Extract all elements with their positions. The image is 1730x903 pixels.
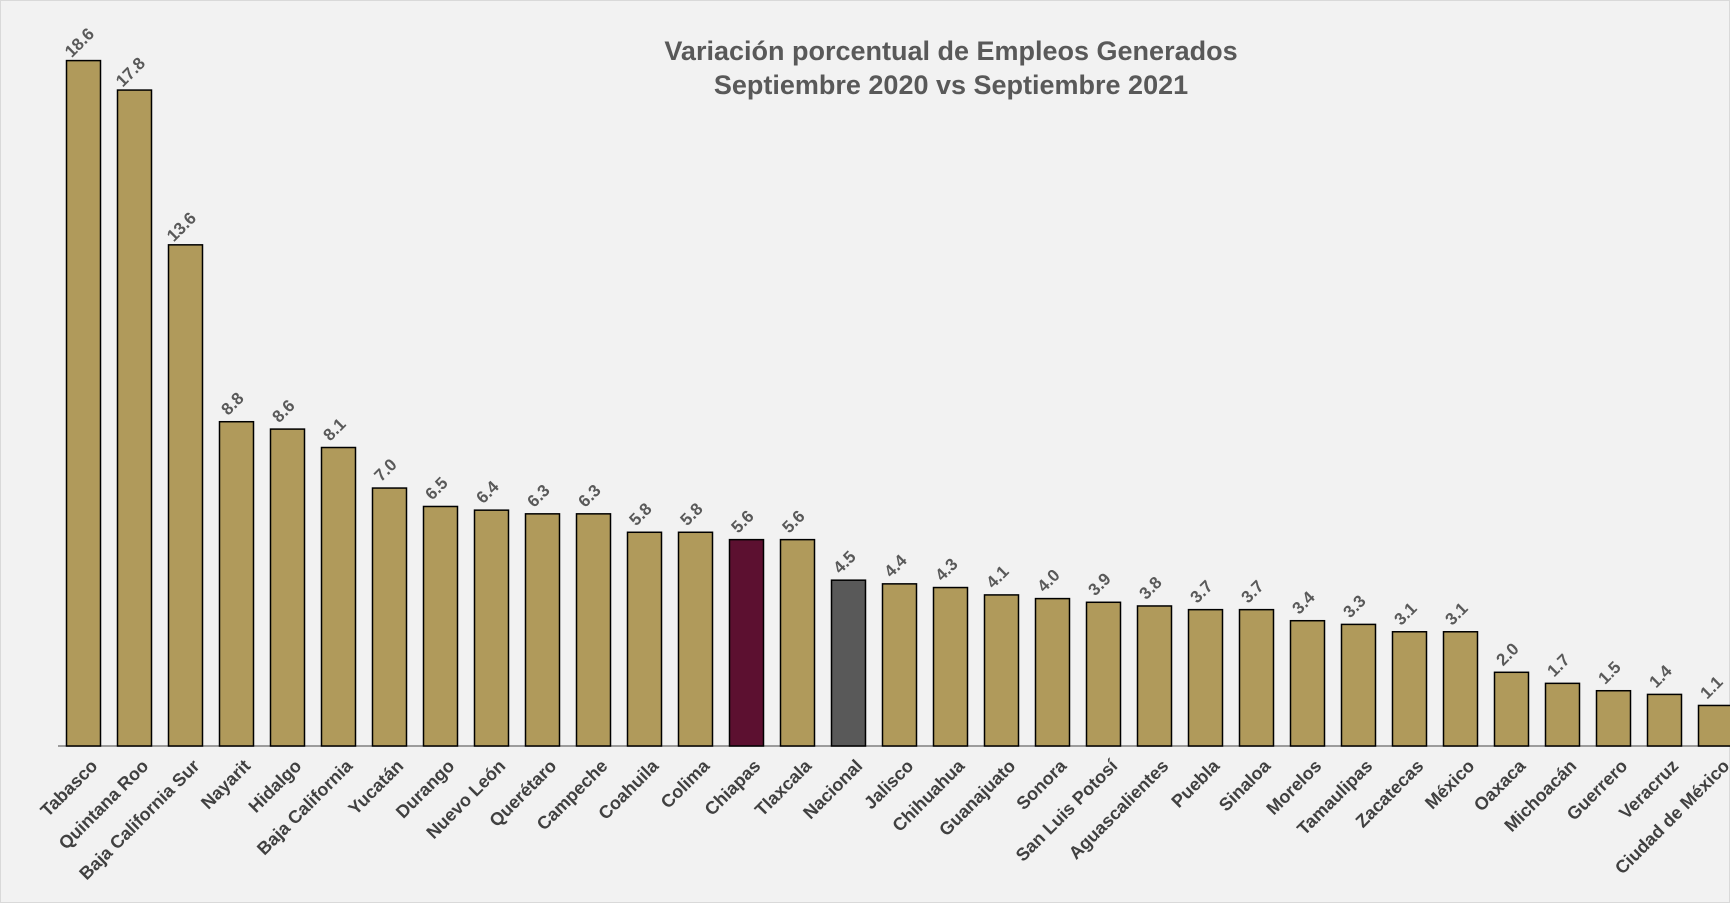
bar [422, 505, 459, 747]
bar [1391, 631, 1428, 747]
bar [1493, 671, 1530, 747]
bar [1034, 597, 1071, 747]
bar [218, 420, 255, 747]
bar [983, 594, 1020, 747]
bar [779, 538, 816, 747]
chart-subtitle: Septiembre 2020 vs Septiembre 2021 [714, 70, 1188, 100]
bar [116, 89, 153, 747]
bar [1187, 608, 1224, 747]
bar [830, 579, 867, 747]
bar [1238, 608, 1275, 747]
bar [1697, 704, 1730, 747]
bar [575, 513, 612, 747]
bar [269, 428, 306, 747]
bar [728, 538, 765, 747]
bar [1544, 682, 1581, 747]
bar [1085, 601, 1122, 747]
bar [524, 513, 561, 747]
bar [473, 509, 510, 747]
bar [881, 583, 918, 747]
bar [167, 244, 204, 747]
bar [677, 531, 714, 747]
bar [1340, 623, 1377, 747]
chart-title: Variación porcentual de Empleos Generado… [664, 36, 1237, 66]
bar [626, 531, 663, 747]
bar [320, 446, 357, 747]
bar [1442, 631, 1479, 747]
bar [1646, 693, 1683, 747]
bar [932, 586, 969, 747]
bar [1136, 605, 1173, 747]
bar [371, 487, 408, 747]
bar [1289, 619, 1326, 747]
bar [1595, 689, 1632, 747]
bar [65, 59, 102, 747]
